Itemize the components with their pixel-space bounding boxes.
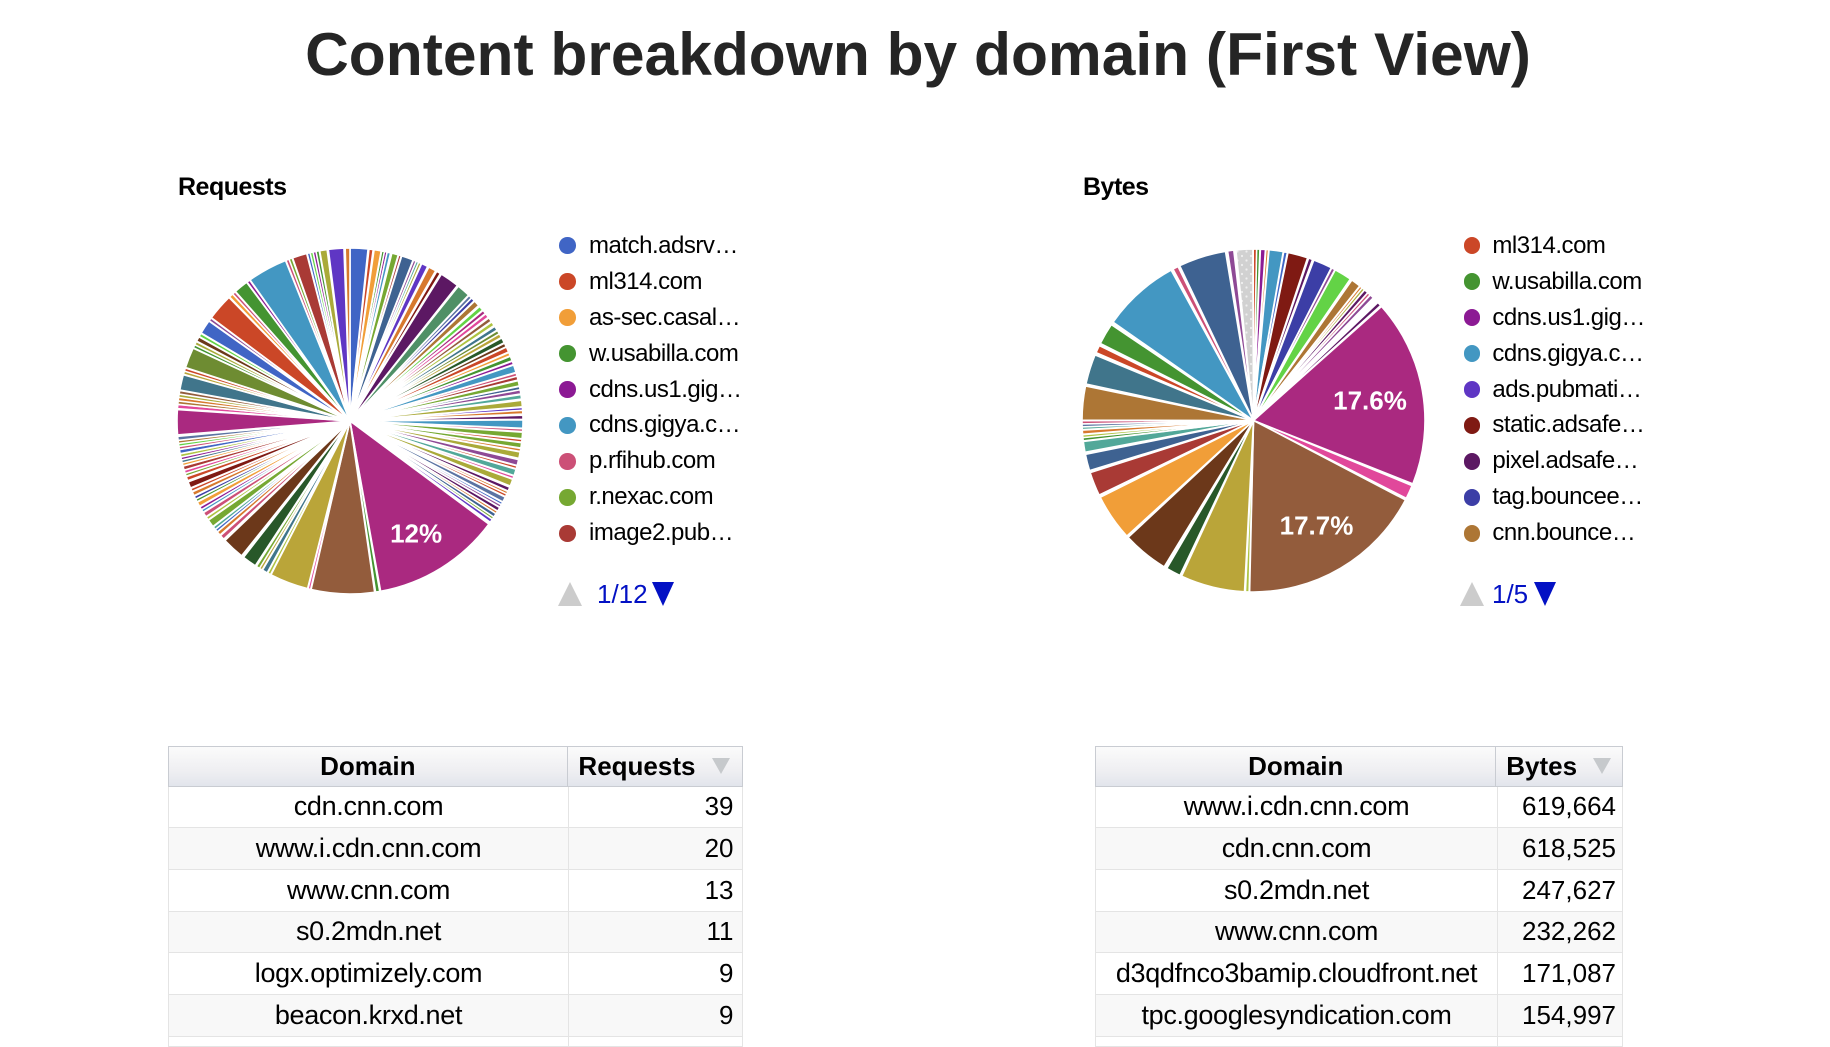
svg-text:17.7%: 17.7% xyxy=(1280,511,1354,541)
svg-text:12%: 12% xyxy=(390,518,442,548)
svg-text:17.6%: 17.6% xyxy=(1333,386,1407,416)
